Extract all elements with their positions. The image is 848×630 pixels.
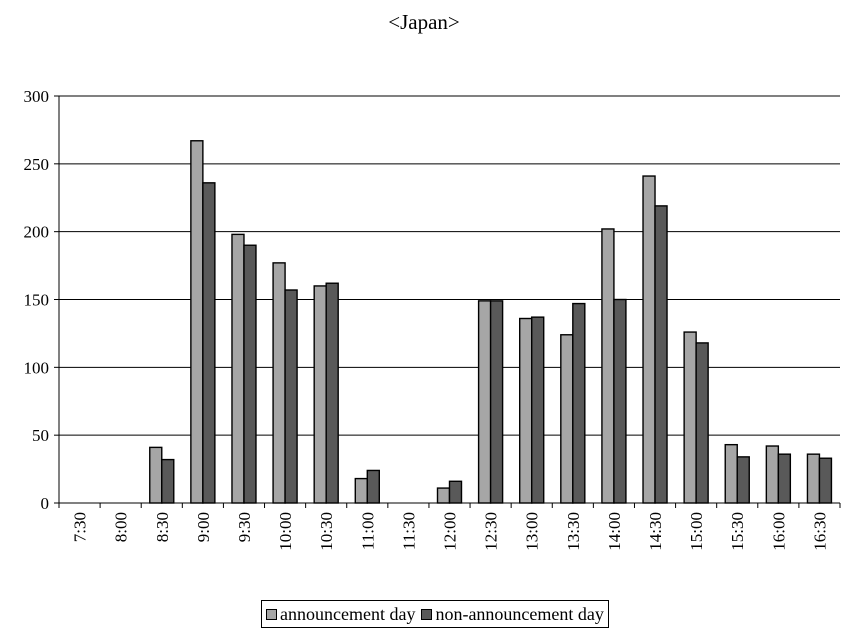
bar-announcement-10:00 <box>272 262 286 504</box>
y-tick-label: 150 <box>24 291 50 310</box>
x-tick-label: 15:30 <box>728 512 747 551</box>
bar-announcement-15:30 <box>724 443 738 504</box>
bar-announcement-12:00 <box>436 487 451 504</box>
legend-entry-announcement: announcement day <box>266 604 415 625</box>
bar-announcement-9:00 <box>190 140 204 504</box>
bar-non-announcement-9:00 <box>202 182 216 504</box>
bar-announcement-13:30 <box>560 334 574 504</box>
bar-non-announcement-10:00 <box>284 289 298 504</box>
bar-non-announcement-12:00 <box>448 480 463 504</box>
x-tick-label: 11:00 <box>358 512 377 550</box>
axes <box>54 95 841 508</box>
x-tick-label: 14:00 <box>605 512 624 551</box>
bar-non-announcement-9:30 <box>243 244 257 504</box>
bars <box>149 140 833 504</box>
x-tick-label: 11:30 <box>399 512 418 550</box>
bar-announcement-8:30 <box>149 446 163 504</box>
bar-non-announcement-14:00 <box>613 298 627 504</box>
y-tick-label: 300 <box>24 87 50 106</box>
bar-non-announcement-15:00 <box>695 342 709 504</box>
bar-announcement-16:00 <box>765 445 780 504</box>
legend-label-non-announcement: non-announcement day <box>435 603 604 624</box>
bar-announcement-16:30 <box>806 453 821 504</box>
bar-announcement-14:00 <box>601 228 615 504</box>
x-tick-label: 13:00 <box>523 512 542 551</box>
bar-announcement-12:30 <box>477 300 492 504</box>
legend-swatch-announcement <box>266 608 277 620</box>
bar-announcement-14:30 <box>642 175 656 504</box>
legend-swatch-non-announcement <box>421 608 433 620</box>
x-tick-label: 16:30 <box>810 512 829 551</box>
x-tick-label: 10:30 <box>317 512 336 551</box>
x-tick-labels: 7:30 8:00 8:30 9:00 9:30 10:00 10:30 11:00 11:30… <box>71 512 830 551</box>
x-tick-label: 7:30 <box>71 512 90 542</box>
y-tick-label: 200 <box>24 223 50 242</box>
bar-announcement-10:30 <box>313 285 327 504</box>
y-tick-label: 250 <box>24 155 50 174</box>
x-tick-label: 10:00 <box>276 512 295 551</box>
x-tick-label: 8:30 <box>153 512 172 542</box>
bar-announcement-13:00 <box>519 317 533 504</box>
y-tick-labels: 0 50 100 150 200 250 300 <box>24 87 50 513</box>
legend-label-announcement: announcement day <box>280 603 416 624</box>
bar-announcement-11:00 <box>354 477 368 504</box>
legend: announcement day non-announcement day <box>261 600 609 628</box>
bar-non-announcement-13:30 <box>572 302 586 504</box>
x-tick-label: 12:00 <box>441 512 460 551</box>
legend-entry-non-announcement: non-announcement day <box>421 603 604 625</box>
bar-non-announcement-16:30 <box>818 457 833 504</box>
bar-announcement-9:30 <box>231 233 245 504</box>
x-tick-label: 12:30 <box>482 512 501 551</box>
x-tick-label: 16:00 <box>769 512 788 551</box>
x-tick-label: 15:00 <box>687 512 706 551</box>
bar-non-announcement-11:00 <box>366 469 380 504</box>
bar-non-announcement-14:30 <box>654 205 668 504</box>
y-tick-label: 0 <box>41 494 50 513</box>
bar-non-announcement-12:30 <box>489 300 504 504</box>
bar-non-announcement-13:00 <box>531 316 545 504</box>
bar-non-announcement-15:30 <box>736 456 750 504</box>
bar-announcement-15:00 <box>683 331 697 504</box>
x-tick-label: 8:00 <box>112 512 131 542</box>
gridlines <box>59 95 840 436</box>
y-tick-label: 50 <box>32 426 49 445</box>
bar-non-announcement-10:30 <box>325 282 339 504</box>
chart-title: <Japan> <box>388 10 460 34</box>
bar-non-announcement-16:00 <box>777 453 792 504</box>
y-tick-label: 100 <box>24 358 50 377</box>
x-tick-label: 9:30 <box>235 512 254 542</box>
x-tick-label: 9:00 <box>194 512 213 542</box>
bar-non-announcement-8:30 <box>161 458 175 504</box>
x-tick-label: 14:30 <box>646 512 665 551</box>
x-tick-label: 13:30 <box>564 512 583 551</box>
